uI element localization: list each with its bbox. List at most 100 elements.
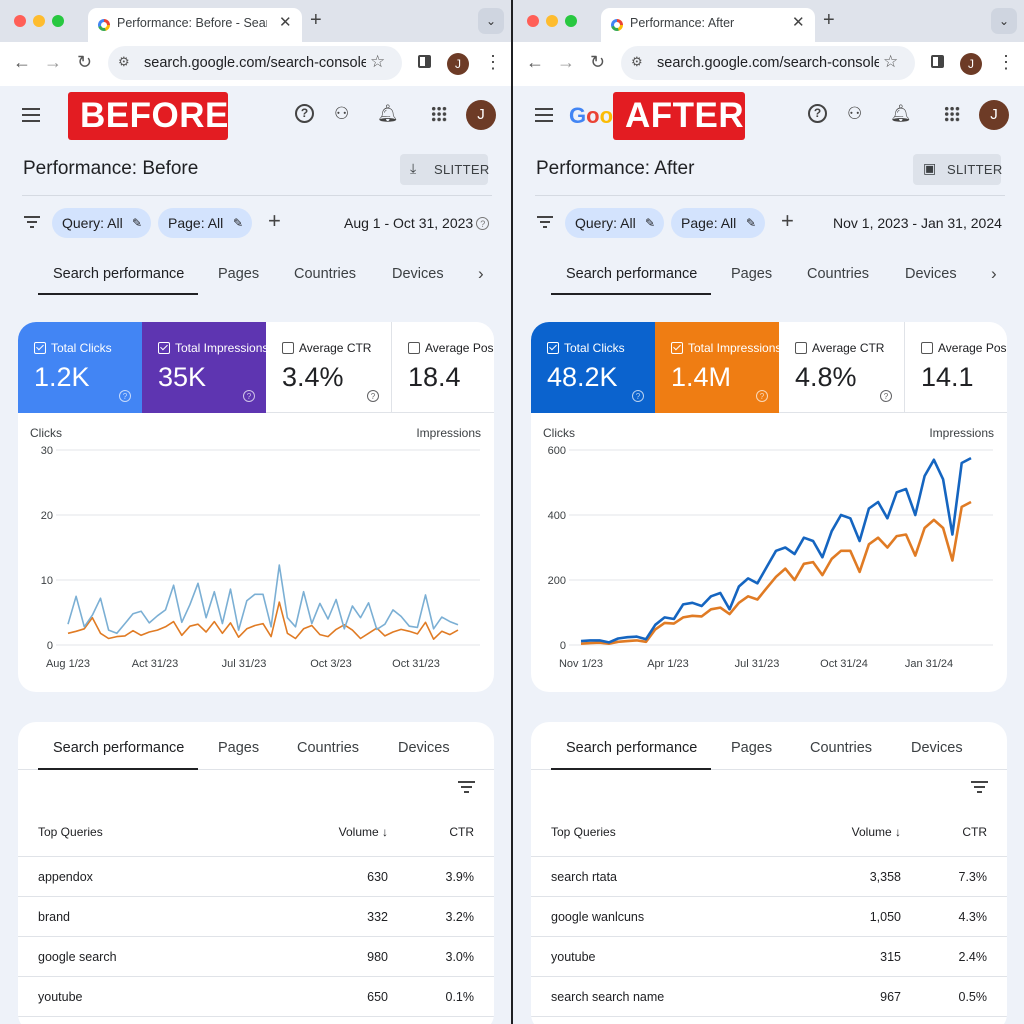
help-icon[interactable]: ? bbox=[756, 390, 768, 402]
add-filter-icon[interactable]: + bbox=[781, 208, 794, 233]
side-panel-icon[interactable] bbox=[418, 55, 431, 68]
notifications-bell-icon[interactable]: 🔔︎ bbox=[377, 104, 399, 123]
browser-menu-icon[interactable]: ⋮ bbox=[484, 52, 502, 72]
browser-menu-icon[interactable]: ⋮ bbox=[997, 52, 1015, 72]
url-text[interactable]: search.google.com/search-console/perform… bbox=[144, 55, 366, 71]
tab-pages[interactable]: Pages bbox=[218, 266, 260, 282]
metric-average-ctr[interactable]: Average CTR 3.4% ? bbox=[266, 322, 392, 413]
export-button[interactable]: ▣ SLITTER bbox=[913, 154, 1002, 185]
profile-avatar[interactable]: J bbox=[447, 53, 469, 75]
forward-arrow-icon[interactable]: → bbox=[44, 52, 62, 72]
close-tab-icon[interactable]: ✕ bbox=[792, 14, 805, 31]
column-top-queries[interactable]: Top Queries bbox=[551, 825, 616, 839]
tab-devices[interactable]: Devices bbox=[911, 740, 963, 756]
close-tab-icon[interactable]: ✕ bbox=[279, 14, 292, 31]
table-row[interactable]: search search name 967 0.5% bbox=[531, 977, 1007, 1017]
query-filter-chip[interactable]: Query: All ✎ bbox=[52, 208, 151, 238]
tab-pages[interactable]: Pages bbox=[218, 740, 260, 756]
date-range[interactable]: Aug 1 - Oct 31, 2023? bbox=[344, 215, 490, 231]
checkbox[interactable] bbox=[795, 342, 807, 354]
profile-avatar[interactable]: J bbox=[960, 53, 982, 75]
apps-grid-icon[interactable] bbox=[431, 106, 447, 122]
browser-tab[interactable]: Performance: After ✕ bbox=[601, 8, 815, 42]
tab-devices[interactable]: Devices bbox=[905, 266, 957, 282]
tab-devices[interactable]: Devices bbox=[392, 266, 444, 282]
tab-pages[interactable]: Pages bbox=[731, 740, 773, 756]
side-panel-icon[interactable] bbox=[931, 55, 944, 68]
column-ctr[interactable]: CTR bbox=[962, 825, 987, 839]
metric-average-ctr[interactable]: Average CTR 4.8% ? bbox=[779, 322, 905, 413]
checkbox[interactable] bbox=[34, 342, 46, 354]
column-ctr[interactable]: CTR bbox=[449, 825, 474, 839]
checkbox[interactable] bbox=[158, 342, 170, 354]
tab-search-performance[interactable]: Search performance bbox=[53, 266, 185, 282]
tab-search-chevron-icon[interactable]: ⌄ bbox=[991, 8, 1017, 34]
table-filter-icon[interactable] bbox=[971, 781, 988, 793]
help-icon[interactable]: ? bbox=[367, 390, 379, 402]
metric-average-position[interactable]: Average Position 14.1 bbox=[905, 322, 1007, 413]
help-icon[interactable]: ? bbox=[243, 390, 255, 402]
table-row[interactable]: search rtata 3,358 7.3% bbox=[531, 857, 1007, 897]
forward-arrow-icon[interactable]: → bbox=[557, 52, 575, 72]
filter-icon[interactable] bbox=[537, 216, 553, 228]
back-arrow-icon[interactable]: ← bbox=[13, 52, 31, 72]
table-filter-icon[interactable] bbox=[458, 781, 475, 793]
notifications-bell-icon[interactable]: 🔔︎ bbox=[890, 104, 912, 123]
close-window-button[interactable] bbox=[527, 15, 539, 27]
maximize-window-button[interactable] bbox=[565, 15, 577, 27]
metric-total-impressions[interactable]: Total Impressions 35K ? bbox=[142, 322, 266, 413]
tab-search-performance[interactable]: Search performance bbox=[566, 740, 698, 756]
new-tab-icon[interactable]: + bbox=[310, 9, 322, 31]
table-row[interactable]: google wanlcuns 1,050 4.3% bbox=[531, 897, 1007, 937]
minimize-window-button[interactable] bbox=[546, 15, 558, 27]
checkbox[interactable] bbox=[408, 342, 420, 354]
column-volume[interactable]: Volume ↓ bbox=[851, 825, 901, 839]
account-avatar[interactable]: J bbox=[979, 100, 1009, 130]
metric-total-clicks[interactable]: Total Clicks 48.2K ? bbox=[531, 322, 655, 413]
date-range[interactable]: Nov 1, 2023 - Jan 31, 2024 bbox=[833, 215, 1002, 231]
site-settings-icon[interactable]: ⚙ bbox=[118, 54, 130, 69]
table-row[interactable]: youtube 315 2.4% bbox=[531, 937, 1007, 977]
help-icon[interactable]: ? bbox=[880, 390, 892, 402]
page-filter-chip[interactable]: Page: All ✎ bbox=[671, 208, 765, 238]
address-bar[interactable]: ⚙ search.google.com/search-console/perfo… bbox=[108, 46, 402, 80]
metric-total-impressions[interactable]: Total Impressions 1.4M ? bbox=[655, 322, 779, 413]
page-filter-chip[interactable]: Page: All ✎ bbox=[158, 208, 252, 238]
metric-total-clicks[interactable]: Total Clicks 1.2K ? bbox=[18, 322, 142, 413]
tab-countries[interactable]: Countries bbox=[297, 740, 360, 756]
help-icon[interactable]: ? bbox=[119, 390, 131, 402]
table-row[interactable]: youtube 650 0.1% bbox=[18, 977, 494, 1017]
help-icon[interactable]: ? bbox=[632, 390, 644, 402]
tab-countries[interactable]: Countries bbox=[807, 266, 870, 282]
close-window-button[interactable] bbox=[14, 15, 26, 27]
tab-pages[interactable]: Pages bbox=[731, 266, 773, 282]
bookmark-star-icon[interactable]: ☆ bbox=[883, 52, 899, 71]
chevron-right-icon[interactable]: › bbox=[991, 264, 997, 283]
tab-countries[interactable]: Countries bbox=[294, 266, 357, 282]
hamburger-menu-icon[interactable] bbox=[22, 108, 40, 122]
tab-search-chevron-icon[interactable]: ⌄ bbox=[478, 8, 504, 34]
reload-icon[interactable]: ↻ bbox=[590, 52, 606, 72]
checkbox[interactable] bbox=[547, 342, 559, 354]
add-filter-icon[interactable]: + bbox=[268, 208, 281, 233]
table-row[interactable]: brand 332 3.2% bbox=[18, 897, 494, 937]
account-settings-icon[interactable]: ⚇ bbox=[334, 104, 350, 123]
checkbox[interactable] bbox=[921, 342, 933, 354]
account-avatar[interactable]: J bbox=[466, 100, 496, 130]
table-row[interactable]: appendox 630 3.9% bbox=[18, 857, 494, 897]
browser-tab[interactable]: Performance: Before - Search Console ✕ bbox=[88, 8, 302, 42]
help-icon[interactable]: ? bbox=[808, 104, 827, 123]
query-filter-chip[interactable]: Query: All ✎ bbox=[565, 208, 664, 238]
tab-devices[interactable]: Devices bbox=[398, 740, 450, 756]
export-button[interactable]: ⤓ SLITTER bbox=[400, 154, 489, 185]
account-settings-icon[interactable]: ⚇ bbox=[847, 104, 863, 123]
bookmark-star-icon[interactable]: ☆ bbox=[370, 52, 386, 71]
url-text[interactable]: search.google.com/search-console/perform… bbox=[657, 55, 879, 71]
date-info-icon[interactable]: ? bbox=[476, 217, 490, 230]
site-settings-icon[interactable]: ⚙ bbox=[631, 54, 643, 69]
reload-icon[interactable]: ↻ bbox=[77, 52, 93, 72]
tab-search-performance[interactable]: Search performance bbox=[566, 266, 698, 282]
tab-countries[interactable]: Countries bbox=[810, 740, 873, 756]
apps-grid-icon[interactable] bbox=[944, 106, 960, 122]
minimize-window-button[interactable] bbox=[33, 15, 45, 27]
